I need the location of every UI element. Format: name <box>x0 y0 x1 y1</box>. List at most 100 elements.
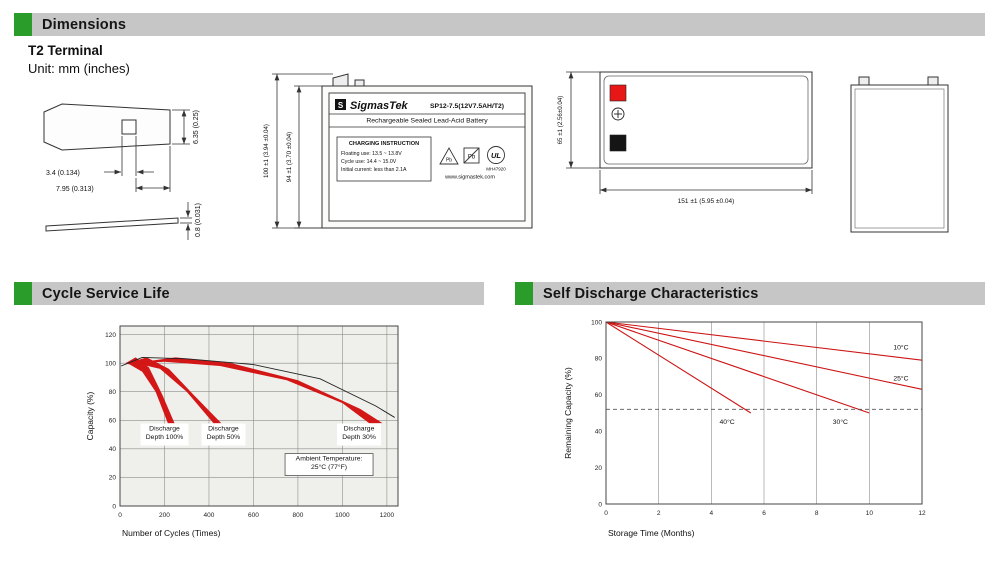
section-header-dimensions: Dimensions <box>14 13 985 36</box>
front-terminal-small <box>354 79 365 87</box>
dim-container-height: 94 ±1 (3.70 ±0.04) <box>286 132 293 182</box>
svg-text:Discharge: Discharge <box>208 426 239 433</box>
svg-text:Depth 100%: Depth 100% <box>146 434 183 441</box>
cycle-service-life-chart: 0 200 400 600 800 1000 1200 0 20 40 60 80 100 120 Disc… <box>82 312 412 540</box>
section-header-self-discharge: Self Discharge Characteristics <box>515 282 985 305</box>
svg-text:40°C: 40°C <box>720 418 735 426</box>
website-text: www.sigmastek.com <box>444 175 495 181</box>
battery-side-view <box>850 76 949 233</box>
svg-text:120: 120 <box>105 332 116 339</box>
svg-text:25°C: 25°C <box>893 374 908 382</box>
svg-text:60: 60 <box>595 392 603 399</box>
svg-text:0: 0 <box>604 510 608 517</box>
svg-text:80: 80 <box>109 389 117 396</box>
section-title-self-discharge: Self Discharge Characteristics <box>543 285 759 302</box>
self-discharge-chart: 0 2 4 6 8 10 12 0 20 40 60 80 100 10°C 25°C 40°C 30°C Sto… <box>560 312 938 540</box>
svg-text:8: 8 <box>815 510 819 517</box>
side-terminal-right <box>927 76 939 86</box>
dim-hole-width: 3.4 (0.134) <box>46 170 80 177</box>
svg-text:Storage Time (Months): Storage Time (Months) <box>608 528 695 538</box>
svg-text:40: 40 <box>109 446 117 453</box>
dim-tab-height: 6.35 (0.25) <box>193 110 200 144</box>
svg-text:400: 400 <box>204 512 215 519</box>
charging-line-1: Floating use: 13.5 ~ 13.8V <box>341 151 402 157</box>
svg-text:Depth 50%: Depth 50% <box>207 434 241 441</box>
battery-top-view: 65 ±1 (2.56±0.04) 151 ±1 (5.95 ±0.04) <box>557 71 813 205</box>
svg-text:600: 600 <box>248 512 259 519</box>
top-view-inner-line <box>603 75 809 165</box>
svg-text:0: 0 <box>598 501 602 508</box>
dim-hole-offset: 7.95 (0.313) <box>56 186 94 193</box>
svg-text:10: 10 <box>866 510 874 517</box>
plus-symbol-icon <box>611 107 625 121</box>
battery-front-view: S SigmasTek SP12-7.5(12V7.5AH/T2) Rechar… <box>263 73 533 229</box>
side-view-outline <box>850 84 949 233</box>
brand-logo-icon <box>335 99 346 110</box>
ul-mark-icon <box>487 146 505 164</box>
svg-text:0: 0 <box>118 512 122 519</box>
charging-instruction-box <box>336 136 432 182</box>
green-accent-block <box>14 13 32 36</box>
svg-text:2: 2 <box>657 510 661 517</box>
dim-thickness: 0.8 (0.031) <box>195 203 202 237</box>
svg-text:Depth 30%: Depth 30% <box>342 434 376 441</box>
pb-recycle-text: Pb <box>446 158 452 164</box>
dimension-drawings: 3.4 (0.134) 7.95 (0.313) 6.35 (0.25) 0.8… <box>43 71 949 240</box>
section-title-cycle-life: Cycle Service Life <box>42 285 170 302</box>
pb-box-text: Pb <box>468 155 476 161</box>
svg-text:6: 6 <box>762 510 766 517</box>
svg-text:Number of Cycles (Times): Number of Cycles (Times) <box>122 528 221 538</box>
side-terminal-left <box>858 76 870 86</box>
terminal-detail-drawing: 3.4 (0.134) 7.95 (0.313) 6.35 (0.25) 0.8… <box>43 103 202 240</box>
svg-text:4: 4 <box>710 510 714 517</box>
dim-length: 151 ±1 (5.95 ±0.04) <box>678 198 735 205</box>
positive-terminal <box>609 84 627 102</box>
terminal-hole <box>121 119 137 135</box>
brand-logo-letter: S <box>338 101 344 110</box>
ul-mark-text: UL <box>491 151 501 160</box>
terminal-thickness-strip <box>45 217 179 232</box>
svg-text:25°C (77°F): 25°C (77°F) <box>311 463 347 471</box>
green-accent-block <box>515 282 533 305</box>
svg-text:30°C: 30°C <box>833 418 848 426</box>
charging-line-2: Cycle use: 14.4 ~ 15.0V <box>341 159 397 165</box>
svg-text:Discharge: Discharge <box>344 426 375 433</box>
svg-text:0: 0 <box>112 503 116 510</box>
svg-text:Remaining Capacity (%): Remaining Capacity (%) <box>563 367 573 459</box>
brand-name: SigmasTek <box>350 100 409 112</box>
negative-terminal <box>609 134 627 152</box>
front-terminal-tab <box>332 73 349 87</box>
top-view-outline <box>599 71 813 169</box>
dim-total-height: 100 ±1 (3.94 ±0.04) <box>263 124 270 178</box>
svg-text:10°C: 10°C <box>893 344 908 352</box>
pb-crossed-box <box>463 147 480 164</box>
svg-text:60: 60 <box>109 418 117 425</box>
svg-text:200: 200 <box>159 512 170 519</box>
svg-text:800: 800 <box>292 512 303 519</box>
section-header-cycle-life: Cycle Service Life <box>14 282 484 305</box>
charging-instruction-title: CHARGING INSTRUCTION <box>349 141 419 147</box>
svg-text:40: 40 <box>595 429 603 436</box>
svg-text:12: 12 <box>918 510 926 517</box>
svg-text:1000: 1000 <box>335 512 350 519</box>
svg-text:Capacity (%): Capacity (%) <box>85 392 95 441</box>
svg-text:Discharge: Discharge <box>149 426 180 433</box>
svg-text:Ambient Temperature:: Ambient Temperature: <box>296 456 363 463</box>
side-view-inner-line <box>854 88 945 229</box>
svg-text:100: 100 <box>105 360 116 367</box>
dim-width: 65 ±1 (2.56±0.04) <box>557 96 564 145</box>
pb-cross-line <box>463 147 480 164</box>
unit-note: Unit: mm (inches) <box>28 61 130 76</box>
green-accent-block <box>14 282 32 305</box>
section-title-dimensions: Dimensions <box>42 16 127 33</box>
svg-text:100: 100 <box>591 319 602 326</box>
svg-text:1200: 1200 <box>380 512 395 519</box>
svg-text:80: 80 <box>595 356 603 363</box>
charging-line-3: Initial current: less than 2.1A <box>341 167 407 173</box>
ul-file-number: MH47920 <box>486 167 506 172</box>
svg-text:20: 20 <box>595 465 603 472</box>
terminal-type-label: T2 Terminal <box>28 43 103 58</box>
recycle-icon <box>439 147 459 165</box>
terminal-tab-shape <box>43 103 171 151</box>
